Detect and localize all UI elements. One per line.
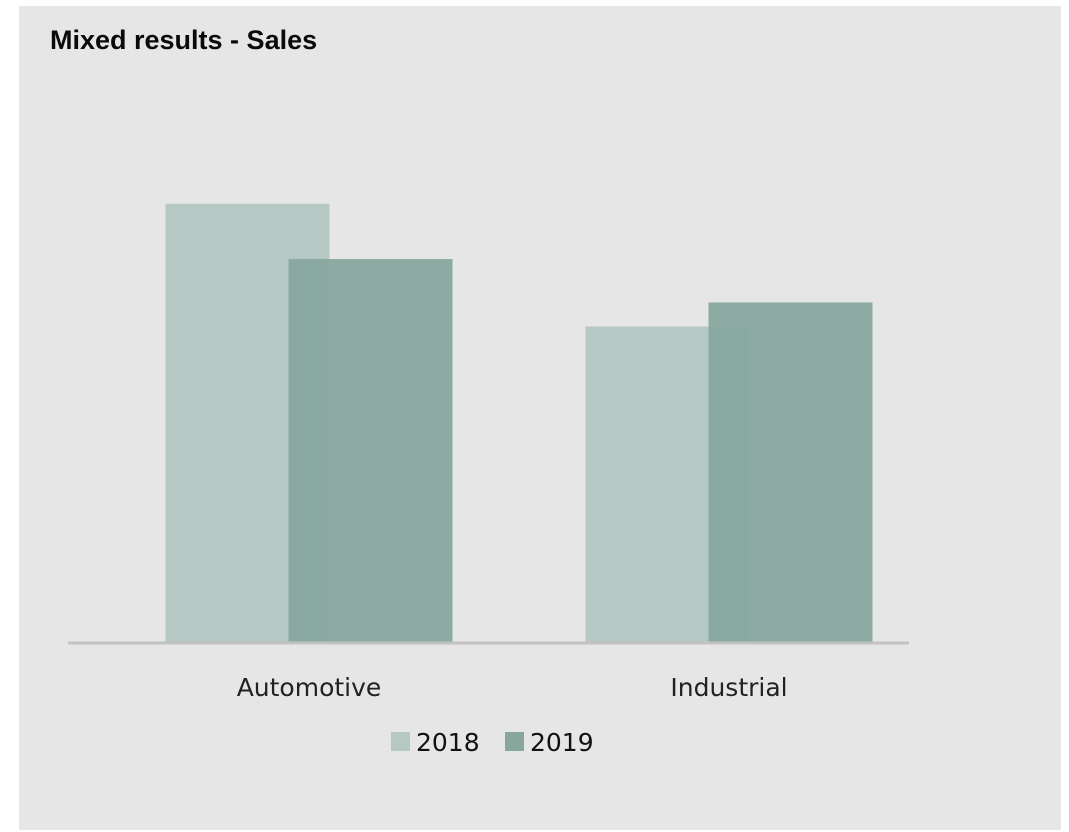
chart-panel: Mixed results - Sales Automotive Industri… (19, 6, 1061, 830)
bar-automotive-2019 (288, 259, 453, 642)
x-tick-label-automotive: Automotive (237, 673, 382, 702)
legend-label-2019: 2019 (530, 728, 594, 757)
bar-industrial-2019 (708, 302, 873, 642)
bar-chart: Automotive Industrial 2018 2019 (68, 203, 909, 757)
legend-label-2018: 2018 (416, 728, 480, 757)
chart-title: Mixed results - Sales (50, 25, 318, 55)
legend-swatch-2019 (505, 732, 524, 751)
legend-swatch-2018 (391, 732, 410, 751)
x-tick-label-industrial: Industrial (670, 673, 787, 702)
